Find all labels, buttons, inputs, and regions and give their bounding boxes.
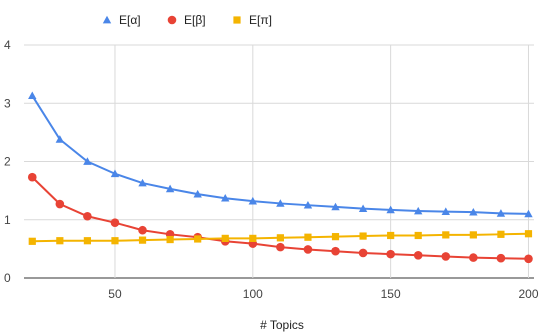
data-point: [221, 234, 229, 242]
data-point: [193, 189, 202, 198]
y-tick-label: 3: [4, 96, 11, 110]
x-tick-label: 150: [381, 287, 401, 301]
data-point: [138, 178, 147, 187]
y-tick-label: 0: [4, 271, 11, 285]
legend-label: E[β]: [184, 13, 206, 27]
data-point: [111, 237, 119, 245]
data-point: [249, 234, 257, 242]
data-point: [524, 209, 533, 218]
data-point: [166, 235, 174, 244]
data-point: [138, 225, 147, 235]
data-point: [303, 245, 313, 254]
data-point: [359, 232, 367, 240]
data-point: [496, 209, 506, 217]
legend-label: E[α]: [119, 13, 141, 27]
series-3: [28, 230, 533, 245]
data-point: [55, 135, 65, 143]
data-point: [441, 252, 451, 261]
data-point: [331, 202, 340, 211]
data-point: [442, 231, 450, 239]
data-point: [304, 233, 312, 241]
data-point: [358, 204, 368, 213]
data-point: [276, 234, 284, 242]
legend: E[α] E[β] E[π]: [102, 13, 272, 27]
data-point: [194, 235, 202, 243]
x-tick-label: 100: [243, 287, 263, 301]
data-point: [469, 207, 478, 216]
data-point: [414, 206, 423, 215]
data-point: [165, 184, 175, 193]
data-point: [386, 205, 395, 214]
data-point: [524, 254, 533, 264]
data-point: [276, 199, 285, 207]
series-2: [27, 172, 533, 264]
data-point: [28, 91, 37, 100]
series-line: [31, 95, 529, 215]
data-point: [83, 237, 92, 245]
x-tick-label: 50: [108, 287, 122, 301]
data-point: [469, 231, 477, 239]
data-point: [303, 200, 313, 209]
data-point: [441, 207, 450, 215]
data-point: [56, 237, 64, 245]
data-point: [413, 250, 423, 260]
data-point: [414, 231, 422, 240]
data-point: [331, 246, 340, 256]
legend-label: E[π]: [249, 13, 272, 27]
data-point: [331, 233, 340, 241]
y-tick-label: 4: [4, 38, 11, 52]
series-group: [27, 91, 533, 264]
data-point: [524, 230, 533, 238]
legend-marker: [233, 16, 241, 24]
y-tick-label: 1: [4, 213, 11, 227]
data-point: [497, 230, 505, 238]
data-point: [496, 253, 506, 263]
data-point: [83, 211, 92, 221]
data-point: [221, 193, 230, 202]
x-axis-ticks: 50 100 150 200: [108, 287, 539, 301]
x-axis-title: # Topics: [260, 318, 304, 332]
legend-marker: [102, 15, 112, 24]
data-point: [138, 236, 147, 244]
data-point: [110, 169, 120, 178]
data-point: [28, 237, 36, 245]
data-point: [83, 157, 92, 165]
data-point: [276, 242, 285, 252]
data-point: [248, 196, 258, 205]
data-point: [27, 172, 37, 182]
data-point: [469, 253, 478, 262]
data-point: [387, 231, 395, 240]
legend-marker: [167, 15, 177, 25]
data-point: [55, 199, 65, 209]
data-point: [386, 249, 395, 259]
y-tick-label: 2: [4, 155, 11, 169]
y-axis-ticks: 0 1 2 3 4: [4, 38, 11, 285]
data-point: [110, 218, 120, 227]
grid: [24, 44, 534, 279]
data-point: [358, 248, 368, 258]
series-1: [28, 91, 533, 218]
x-tick-label: 200: [518, 287, 538, 301]
